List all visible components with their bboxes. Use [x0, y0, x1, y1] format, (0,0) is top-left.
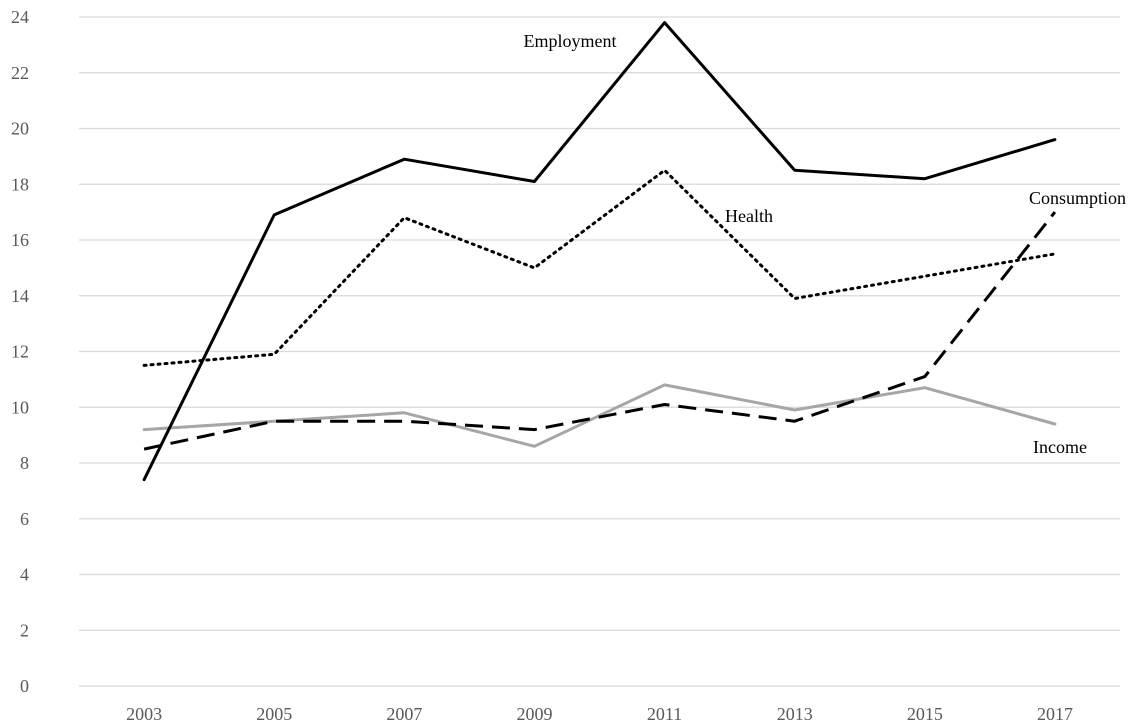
- y-tick-label: 20: [11, 119, 29, 139]
- series-line-employment: [142, 21, 1057, 482]
- y-tick-label: 8: [20, 453, 29, 473]
- y-tick-label: 6: [20, 509, 29, 529]
- y-tick-label: 18: [11, 174, 29, 194]
- y-tick-label: 24: [11, 7, 29, 27]
- series-labels: Employment Health Consumption Income: [524, 31, 1127, 457]
- series-line-health: [142, 168, 1057, 367]
- x-tick-label: 2007: [386, 704, 422, 724]
- series-label-health: Health: [725, 206, 773, 226]
- x-tick-label: 2003: [126, 704, 162, 724]
- series-label-consumption: Consumption: [1029, 188, 1126, 208]
- x-tick-label: 2017: [1037, 704, 1073, 724]
- y-tick-label: 2: [20, 620, 29, 640]
- y-tick-label: 10: [11, 397, 29, 417]
- y-tick-label: 14: [11, 286, 29, 306]
- series-label-employment: Employment: [524, 31, 617, 51]
- x-axis-tick-labels: 2003 2005 2007 2009 2011 2013 2015 2017: [126, 704, 1073, 724]
- series-lines: [142, 21, 1057, 482]
- x-tick-label: 2013: [777, 704, 813, 724]
- y-tick-label: 4: [20, 565, 29, 585]
- y-tick-label: 16: [11, 230, 29, 250]
- x-tick-label: 2009: [516, 704, 552, 724]
- series-line-consumption: [143, 211, 1057, 451]
- x-tick-label: 2011: [647, 704, 682, 724]
- x-tick-label: 2005: [256, 704, 292, 724]
- series-label-income: Income: [1033, 437, 1087, 457]
- x-tick-label: 2015: [907, 704, 943, 724]
- y-tick-label: 0: [20, 676, 29, 696]
- y-tick-label: 22: [11, 63, 29, 83]
- y-tick-label: 12: [11, 342, 29, 362]
- gridlines: [79, 16, 1120, 687]
